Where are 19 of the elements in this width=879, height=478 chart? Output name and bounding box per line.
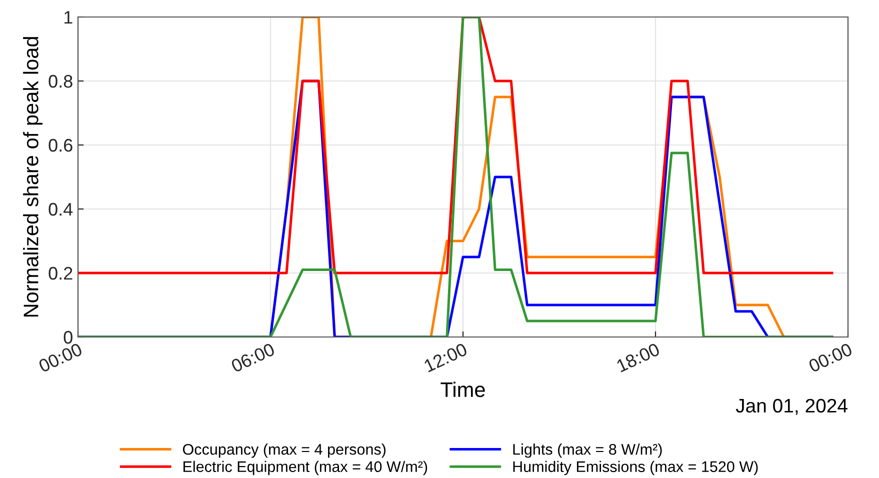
legend-label: Lights (max = 8 W/m²) [513, 444, 662, 458]
y-tick-label: 0.6 [48, 138, 72, 152]
y-tick-label: 0.8 [48, 74, 72, 88]
text: Jan 01, 2024 [736, 398, 848, 415]
x-tick-label: 00:00 [38, 342, 83, 373]
x-tick-label: 12:00 [424, 342, 468, 372]
x-axis-title: Time [440, 382, 485, 398]
line-series [78, 17, 834, 337]
y-tick-label: 1 [64, 11, 72, 24]
legend-label: Humidity Emissions (max = 1520 W) [513, 460, 758, 476]
y-tick-label: 0.4 [48, 202, 73, 216]
y-tick-label: 0.2 [48, 266, 72, 280]
x-tick-label: 00:00 [808, 342, 853, 373]
legend-label: Electric Equipment (max = 40 W/m²) [184, 460, 428, 476]
x-tick-label: 06:00 [230, 342, 276, 373]
legend-label: Occupancy (max = 4 persons) [182, 444, 386, 458]
y-axis-title: Normalized share of peak load [23, 37, 42, 317]
x-tick-label: 18:00 [616, 342, 660, 372]
y-tick-label: 0 [64, 330, 72, 344]
